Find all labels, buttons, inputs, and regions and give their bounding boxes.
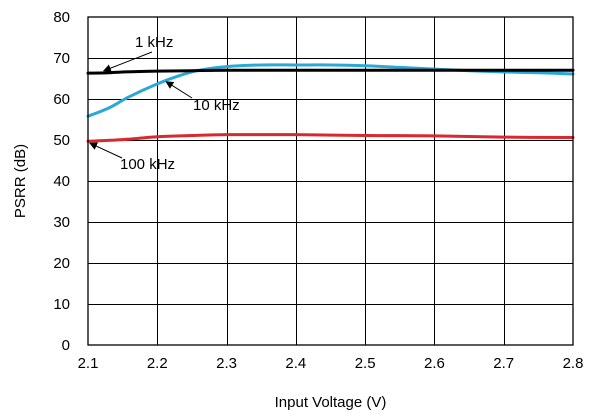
annotation-arrow-1-khz: [102, 51, 153, 72]
annotation-arrow-100-khz: [89, 142, 123, 159]
x-tick-label: 2.8: [563, 355, 584, 372]
annotation-arrow-10-khz: [165, 81, 193, 99]
plot-frame: [87, 16, 574, 346]
y-tick-label: 70: [53, 50, 70, 67]
annotations: 1 kHz 10 kHz 100 kHz: [89, 34, 240, 173]
x-tick-label: 2.7: [493, 355, 514, 372]
y-tick-label: 10: [53, 296, 70, 313]
y-tick-label: 60: [53, 91, 70, 108]
x-tick-label: 2.3: [216, 355, 237, 372]
y-axis-title: PSRR (dB): [12, 144, 29, 218]
series-layer: [86, 63, 575, 143]
y-tick-label: 0: [62, 337, 70, 354]
y-tick-label: 40: [53, 173, 70, 190]
x-tick-label: 2.6: [424, 355, 445, 372]
x-tick-label: 2.4: [285, 355, 306, 372]
x-tick-label: 2.1: [78, 355, 99, 372]
y-tick-label: 20: [53, 255, 70, 272]
series-line-100-khz: [86, 133, 575, 143]
x-axis-title: Input Voltage (V): [275, 394, 387, 411]
annotation-label-100-khz: 100 kHz: [120, 156, 175, 173]
tick-labels: 2.1 2.2 2.3 2.4 2.5 2.6 2.7 2.8 0 10 20 30 40 50 60 70 8…: [53, 9, 583, 372]
y-tick-label: 50: [53, 132, 70, 149]
x-tick-label: 2.2: [147, 355, 168, 372]
annotation-label-10-khz: 10 kHz: [193, 97, 240, 114]
y-tick-label: 80: [53, 9, 70, 26]
x-tick-label: 2.5: [355, 355, 376, 372]
y-tick-label: 30: [53, 214, 70, 231]
series-line-1-khz: [86, 68, 575, 75]
annotation-label-1-khz: 1 kHz: [135, 34, 173, 51]
